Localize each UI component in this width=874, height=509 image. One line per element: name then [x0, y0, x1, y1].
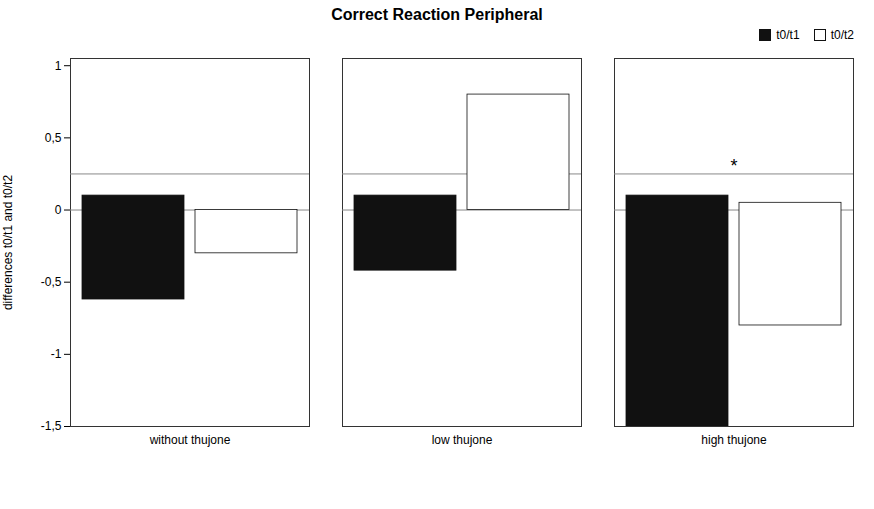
svg-text:high thujone: high thujone [701, 433, 767, 447]
svg-text:differences t0/t1 and t0/t2: differences t0/t1 and t0/t2 [1, 175, 15, 311]
html-text:t0/t2: t0/t2 [830, 28, 854, 42]
svg-text:low thujone: low thujone [432, 433, 493, 447]
svg-text:*: * [730, 156, 737, 176]
svg-text:-0,5: -0,5 [41, 275, 62, 289]
svg-text:0,5: 0,5 [45, 131, 62, 145]
svg-text:1: 1 [55, 59, 62, 73]
html-text:t0/t1: t0/t1 [776, 28, 800, 42]
html-text:Correct Reaction Peripheral: Correct Reaction Peripheral [331, 6, 543, 23]
svg-text:-1: -1 [51, 347, 62, 361]
svg-text:0: 0 [55, 203, 62, 217]
svg-text:-1,5: -1,5 [41, 419, 62, 433]
svg-text:without thujone: without thujone [149, 433, 231, 447]
